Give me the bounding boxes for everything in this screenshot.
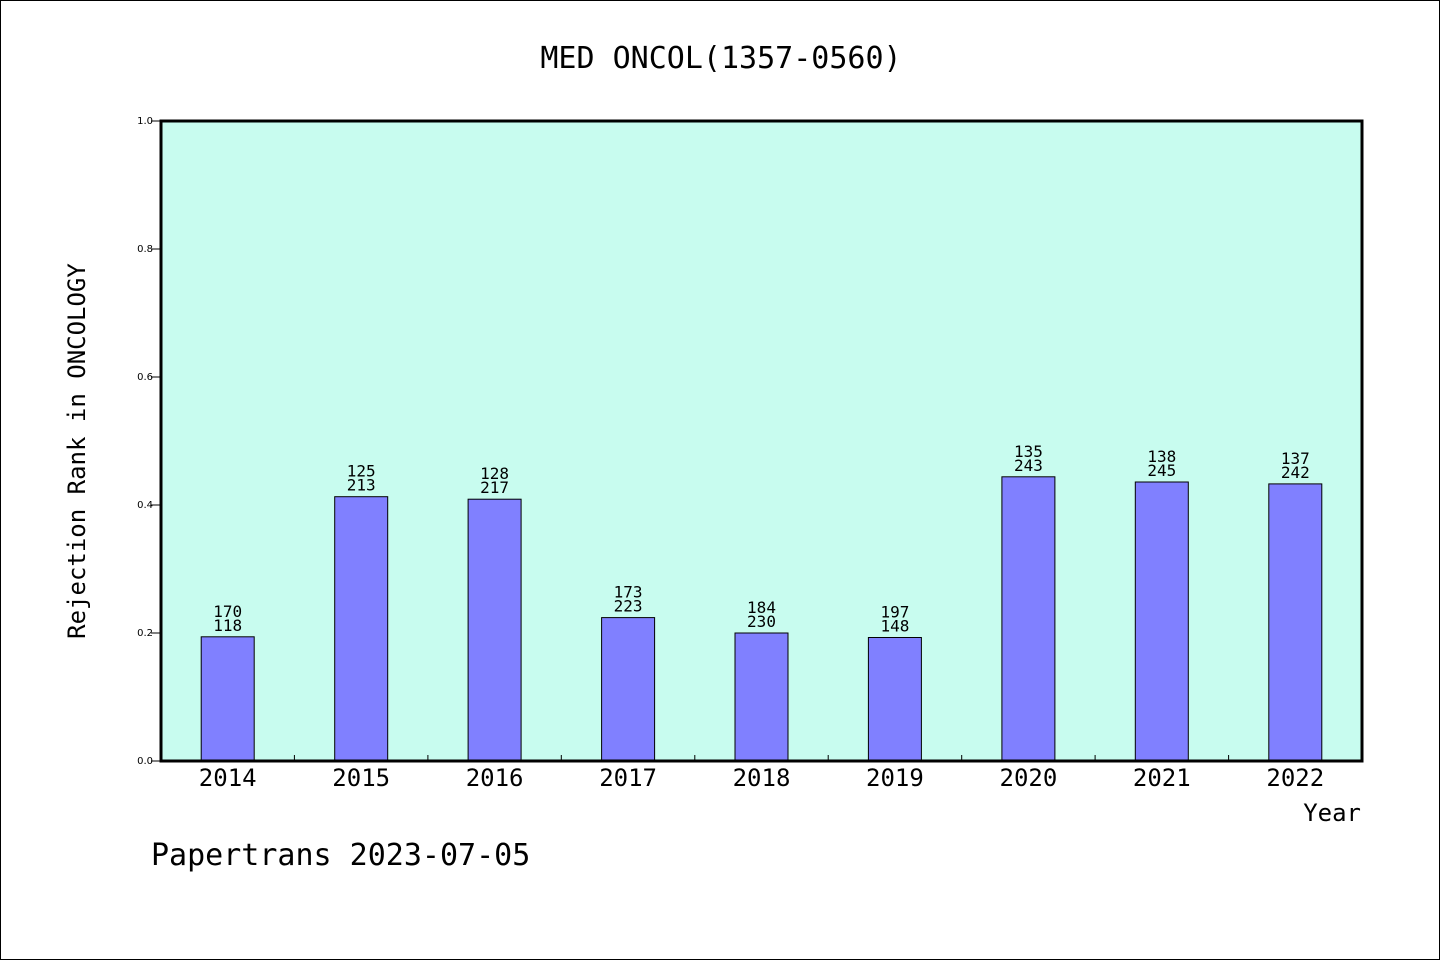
y-axis-label: Rejection Rank in ONCOLOGY [63,263,91,639]
bar-label-rank-top: 125 [347,462,376,481]
bar [1268,483,1323,762]
bar-label-rank-top: 173 [614,583,643,602]
bar [200,636,255,762]
x-tick-label: 2018 [733,764,791,792]
x-axis-label: Year [1303,799,1361,827]
y-tick-label: 0.8 [137,244,153,255]
bar [334,496,389,762]
plot-border [159,119,1364,763]
bar-label-rank-top: 184 [747,598,776,617]
bar-label-rank-bottom: 217 [480,478,509,497]
bar-label-rank-top: 197 [880,603,909,622]
bar-label-rank-top: 137 [1281,449,1310,468]
y-tick-label: 1.0 [137,116,153,127]
bar [601,617,656,762]
x-tick-label: 2016 [466,764,524,792]
x-tick-label: 2021 [1133,764,1191,792]
y-tick-label: 0.0 [137,756,153,767]
footer-credit: Papertrans 2023-07-05 [151,838,530,873]
x-tick-label: 2020 [1000,764,1058,792]
bar [1134,481,1189,762]
bar-label-rank-top: 135 [1014,442,1043,461]
y-tick-label: 0.2 [137,628,153,639]
bar [867,637,922,762]
bar-label-rank-top: 128 [480,464,509,483]
bar [1001,476,1056,762]
y-axis: 0.0 0.2 0.4 0.6 0.8 1.0 [137,116,161,767]
bar-label-rank-bottom: 223 [614,597,643,616]
y-tick-label: 0.4 [137,500,153,511]
x-tick-label: 2017 [599,764,657,792]
bar-label-rank-bottom: 118 [213,616,242,635]
x-tick-label: 2019 [866,764,924,792]
bar [734,632,789,762]
x-tick-label: 2015 [332,764,390,792]
bar-label-rank-top: 138 [1147,447,1176,466]
x-axis: 2014 2015 2016 2017 2018 2019 2020 2021 2022 [199,755,1324,792]
bar-label-rank-bottom: 245 [1147,461,1176,480]
bar-label-rank-bottom: 243 [1014,456,1043,475]
y-tick-label: 0.6 [137,372,153,383]
bar-label-rank-top: 170 [213,602,242,621]
bar-label-rank-bottom: 213 [347,476,376,495]
x-tick-label: 2014 [199,764,257,792]
bar [467,498,522,762]
chart-title: MED ONCOL(1357-0560) [540,41,901,76]
bar-label-rank-bottom: 148 [880,617,909,636]
bar-label-rank-bottom: 230 [747,612,776,631]
bar-label-rank-bottom: 242 [1281,463,1310,482]
x-tick-label: 2022 [1266,764,1324,792]
